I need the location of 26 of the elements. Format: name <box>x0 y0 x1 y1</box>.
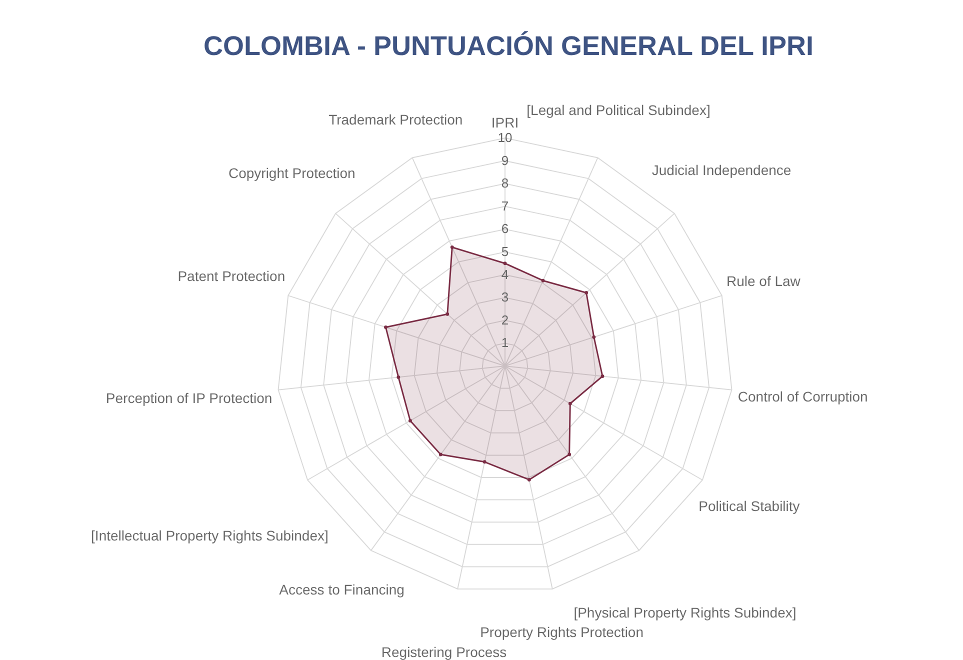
spoke-label: Property Rights Protection <box>480 624 644 640</box>
y-tick-label: 5 <box>501 244 509 259</box>
spoke-label: Rule of Law <box>726 273 802 290</box>
spoke-label: Trademark Protection <box>328 111 463 128</box>
y-tick-label: 8 <box>501 176 509 191</box>
y-tick-label: 2 <box>501 312 509 328</box>
spoke-label: Access to Financing <box>279 582 404 598</box>
spoke-label: IPRI <box>491 114 519 131</box>
spoke-label: Political Stability <box>698 498 800 514</box>
spoke-label: Control of Corruption <box>738 388 868 404</box>
spoke-label: Registering Process <box>381 644 507 660</box>
spoke-label: Judicial Independence <box>652 162 792 178</box>
spoke-label: Patent Protection <box>178 268 286 284</box>
spoke-label: Copyright Protection <box>228 165 356 182</box>
spoke-label: Perception of IP Protection <box>106 390 272 406</box>
y-tick-label: 4 <box>501 266 509 282</box>
spoke-label: [Physical Property Rights Subindex] <box>574 604 796 621</box>
y-tick-label: 1 <box>501 335 509 350</box>
y-tick-label: 9 <box>501 152 509 168</box>
spoke-label: [Legal and Political Subindex] <box>526 102 710 118</box>
y-tick-label: 3 <box>501 290 509 305</box>
chart-title: COLOMBIA - PUNTUACIÓN GENERAL DEL IPRI <box>203 31 814 61</box>
y-tick-label: 7 <box>501 198 509 214</box>
y-tick-label: 6 <box>501 221 509 236</box>
y-tick-label: 10 <box>498 130 512 145</box>
spoke-label: [Intellectual Property Rights Subindex] <box>91 527 328 544</box>
